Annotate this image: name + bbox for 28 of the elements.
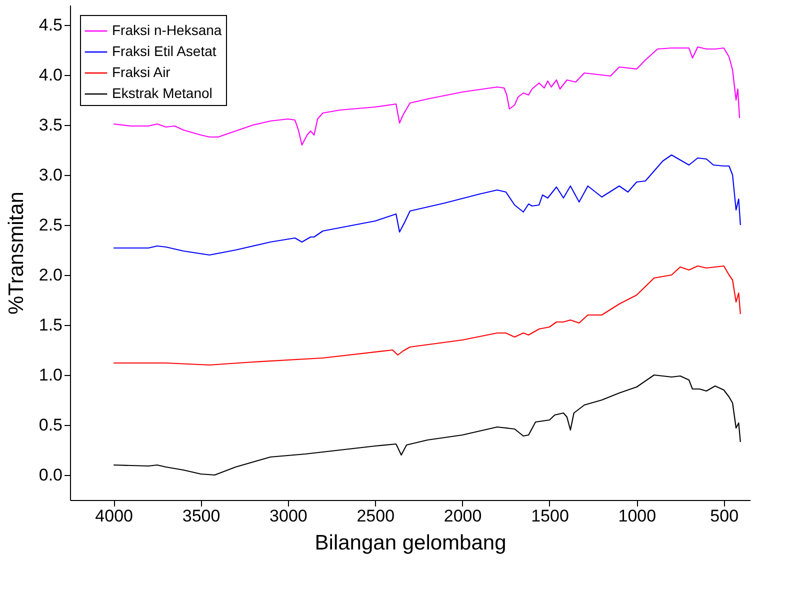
y-tick-label: 2.5 — [38, 216, 62, 234]
x-tick-label: 500 — [710, 506, 739, 526]
x-tick-label: 3500 — [182, 506, 220, 526]
y-tick-label: 1.0 — [38, 366, 62, 384]
x-tick-label: 4000 — [95, 506, 134, 526]
line-series — [113, 46, 740, 146]
line-series — [113, 265, 741, 366]
y-tick-label: 3.5 — [38, 116, 62, 134]
legend-label: Ekstrak Metanol — [112, 85, 212, 101]
x-tick-label: 2500 — [356, 506, 395, 526]
y-tick-label: 3.0 — [38, 166, 62, 184]
y-tick-label: 2.0 — [38, 266, 62, 284]
x-axis-title: Bilangan gelombang — [314, 532, 506, 554]
y-tick-label: 4.5 — [38, 16, 62, 34]
x-tick-label: 1500 — [531, 506, 569, 526]
legend-label: Fraksi Etil Asetat — [112, 43, 216, 59]
y-tick-label: 4.0 — [38, 66, 62, 84]
legend-label: Fraksi Air — [112, 64, 171, 80]
y-tick-label: 1.5 — [38, 316, 62, 334]
line-series — [113, 374, 741, 476]
y-axis-title: %Transmitan — [4, 192, 28, 314]
x-tick-label: 3000 — [270, 506, 308, 526]
x-tick-label: 1000 — [618, 506, 656, 526]
y-tick-label: 0.0 — [38, 466, 62, 484]
line-series — [113, 154, 741, 256]
x-tick-label: 2000 — [444, 506, 482, 526]
y-tick-label: 0.5 — [38, 416, 62, 434]
legend-label: Fraksi n-Heksana — [112, 22, 222, 38]
